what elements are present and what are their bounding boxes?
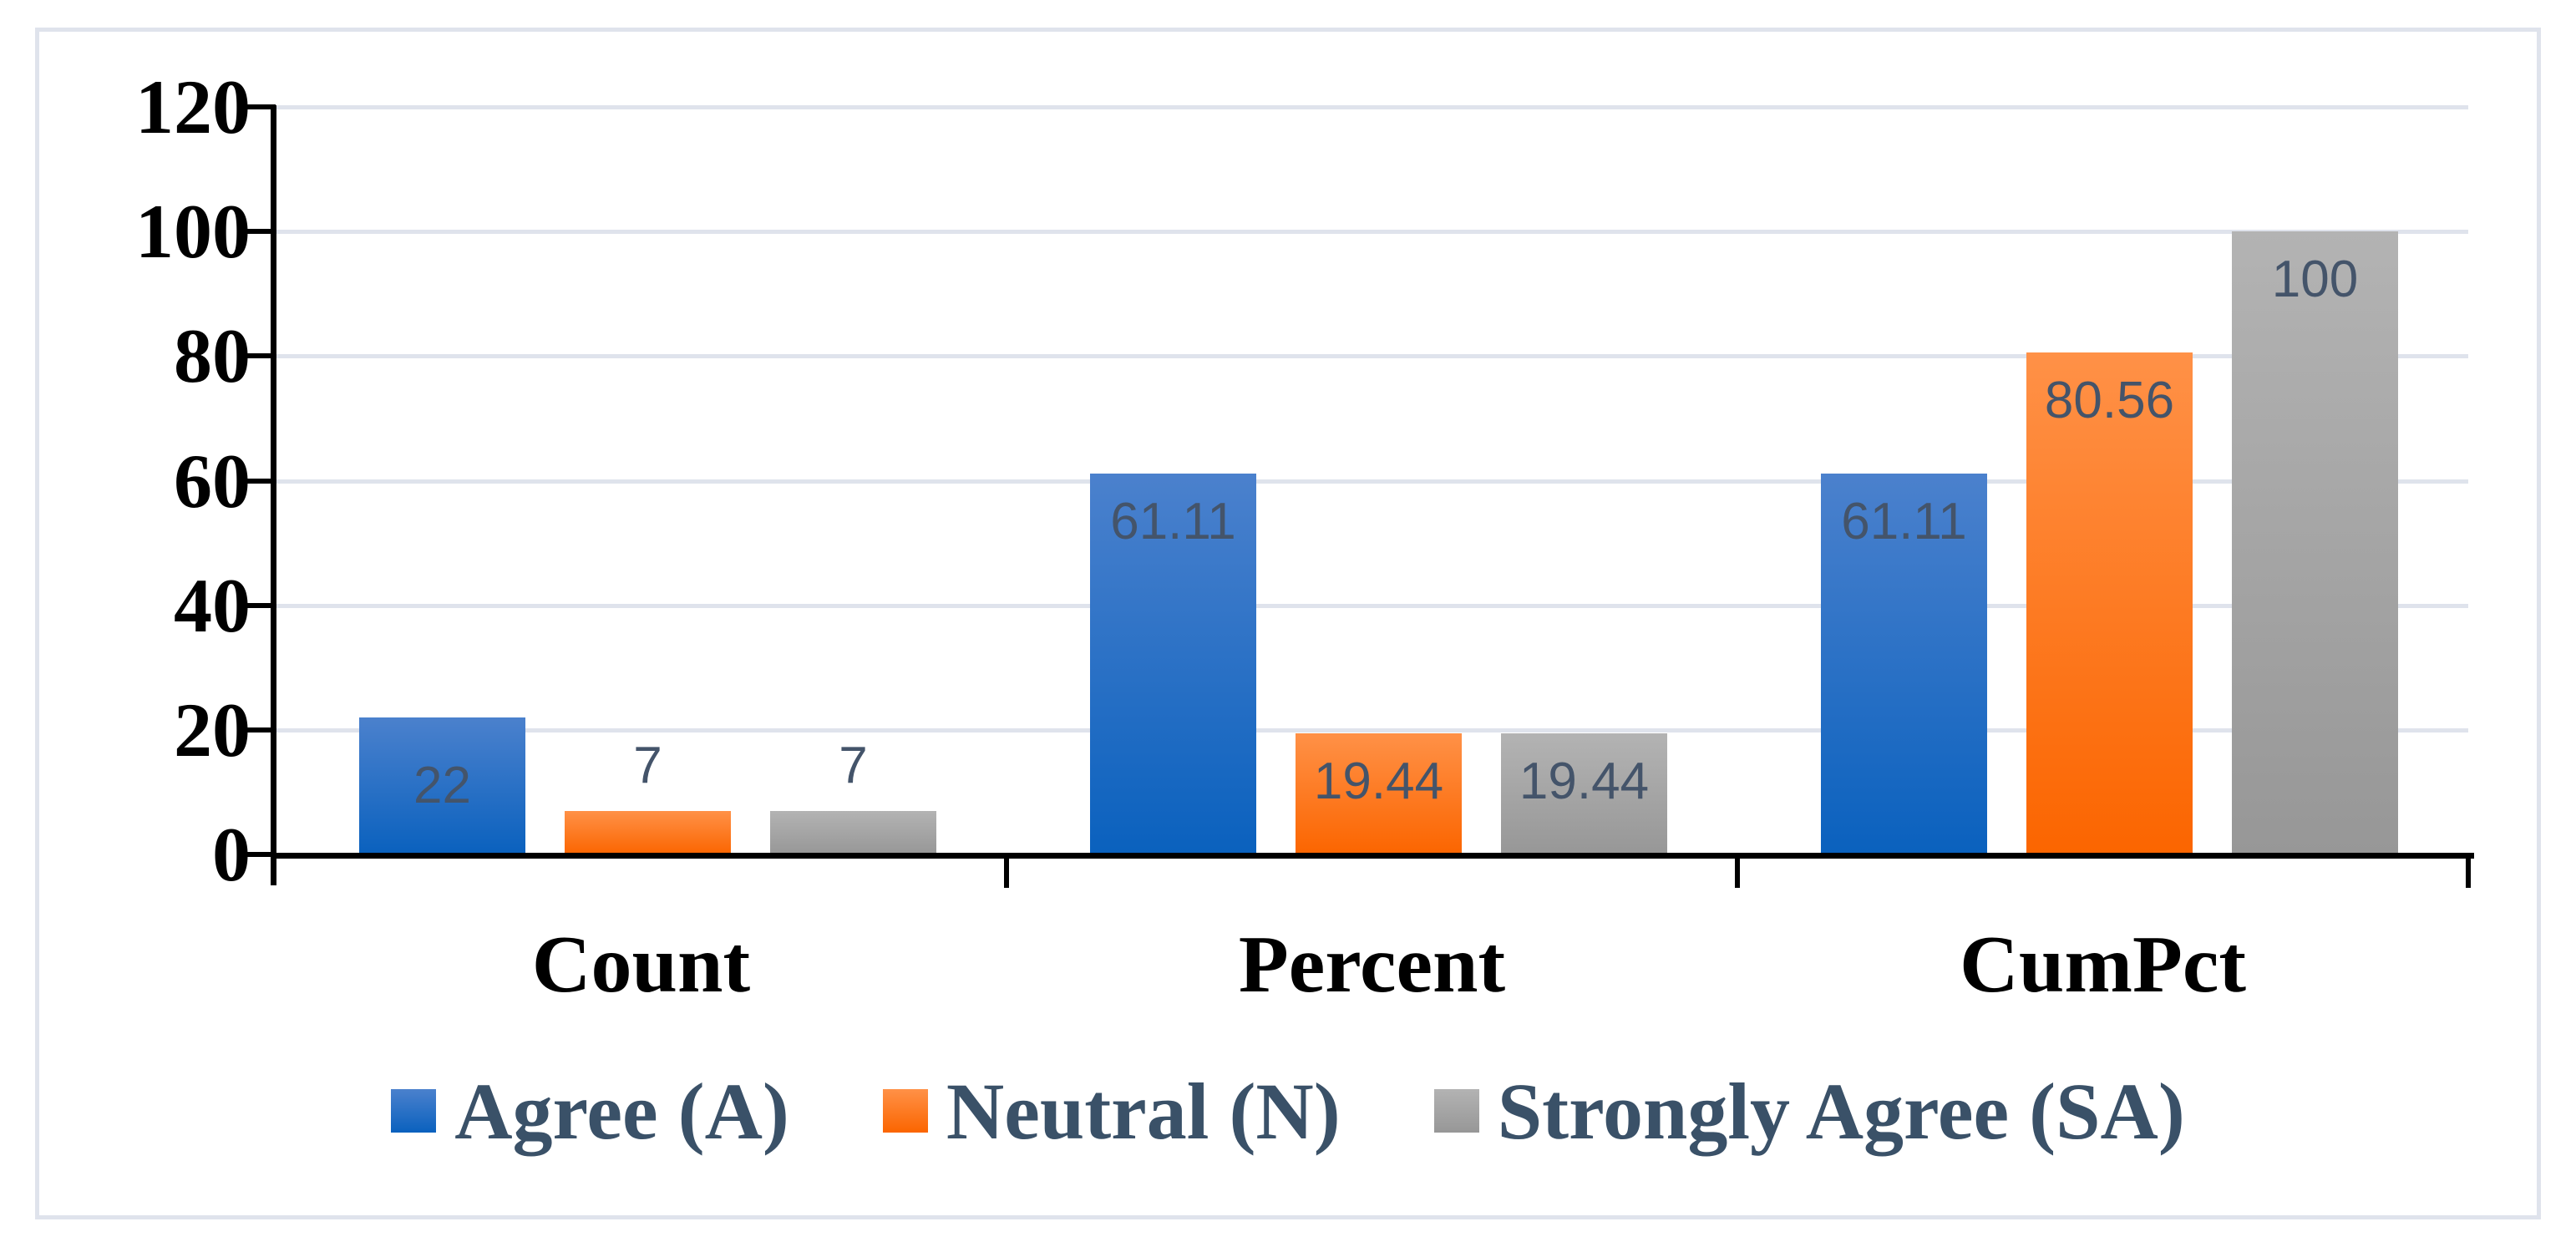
- bar-strongly-agree-sa--percent: [1501, 733, 1667, 854]
- bar-value-label: 19.44: [1519, 753, 1650, 810]
- x-axis-category-label: Count: [531, 920, 751, 1010]
- legend-swatch-icon: [882, 1089, 928, 1133]
- bar-value-label: 80.56: [2044, 372, 2175, 430]
- legend-swatch-icon: [391, 1089, 437, 1133]
- bar-neutral-n--count: [565, 810, 731, 854]
- y-axis-tick-label: 0: [212, 812, 251, 897]
- gridline-120: [276, 105, 2468, 109]
- bar-neutral-n--cumpct: [2026, 352, 2193, 854]
- legend-item-strongly-agree-sa-: Strongly Agree (SA): [1433, 1065, 2185, 1158]
- x-boundary-tick-2: [2466, 853, 2471, 888]
- gridline-80: [276, 354, 2468, 359]
- y-axis-tick-label: 100: [135, 189, 251, 275]
- y-tick-60: [246, 478, 276, 484]
- legend-item-agree-a-: Agree (A): [391, 1065, 789, 1158]
- y-tick-100: [246, 229, 276, 235]
- bar-value-label: 22: [413, 756, 471, 814]
- bar-value-label: 100: [2271, 251, 2359, 309]
- bar-value-label: 19.44: [1313, 753, 1444, 810]
- x-axis-category-label: Percent: [1238, 920, 1506, 1010]
- y-axis-tick-label: 20: [174, 687, 251, 773]
- bar-strongly-agree-sa--cumpct: [2232, 231, 2398, 854]
- gridline-100: [276, 230, 2468, 235]
- gridline-20: [276, 727, 2468, 732]
- x-boundary-tick-0: [1004, 853, 1009, 888]
- bar-value-label: 7: [633, 736, 662, 794]
- gridline-60: [276, 479, 2468, 484]
- gridline-40: [276, 603, 2468, 608]
- y-axis-tick-label: 60: [174, 438, 251, 524]
- y-axis-tick-label: 80: [174, 313, 251, 399]
- y-tick-40: [246, 602, 276, 608]
- y-axis-tick-label: 120: [135, 64, 251, 150]
- y-tick-20: [246, 727, 276, 732]
- y-tick-80: [246, 353, 276, 359]
- bar-value-label: 7: [839, 736, 868, 794]
- y-tick-0: [246, 852, 276, 857]
- bar-value-label: 61.11: [1841, 493, 1967, 551]
- y-axis-line: [271, 105, 276, 885]
- x-axis-line: [271, 853, 2474, 859]
- legend-swatch-icon: [1433, 1089, 1479, 1133]
- bar-value-label: 61.11: [1110, 493, 1236, 551]
- legend-item-neutral-n-: Neutral (N): [882, 1065, 1341, 1158]
- y-tick-120: [246, 104, 276, 109]
- x-boundary-tick-1: [1735, 853, 1740, 888]
- bar-agree-a--count: [359, 717, 525, 854]
- legend-label: Strongly Agree (SA): [1497, 1066, 2185, 1156]
- bar-agree-a--percent: [1090, 474, 1256, 854]
- bar-agree-a--cumpct: [1821, 474, 1987, 854]
- bar-neutral-n--percent: [1296, 733, 1462, 854]
- bar-strongly-agree-sa--count: [770, 810, 936, 854]
- x-axis-category-label: CumPct: [1960, 920, 2246, 1010]
- legend: Agree (A) Neutral (N) Strongly Agree (SA): [39, 1061, 2537, 1161]
- legend-label: Neutral (N): [946, 1066, 1341, 1156]
- legend-label: Agree (A): [454, 1066, 789, 1156]
- y-axis-tick-label: 40: [174, 562, 251, 648]
